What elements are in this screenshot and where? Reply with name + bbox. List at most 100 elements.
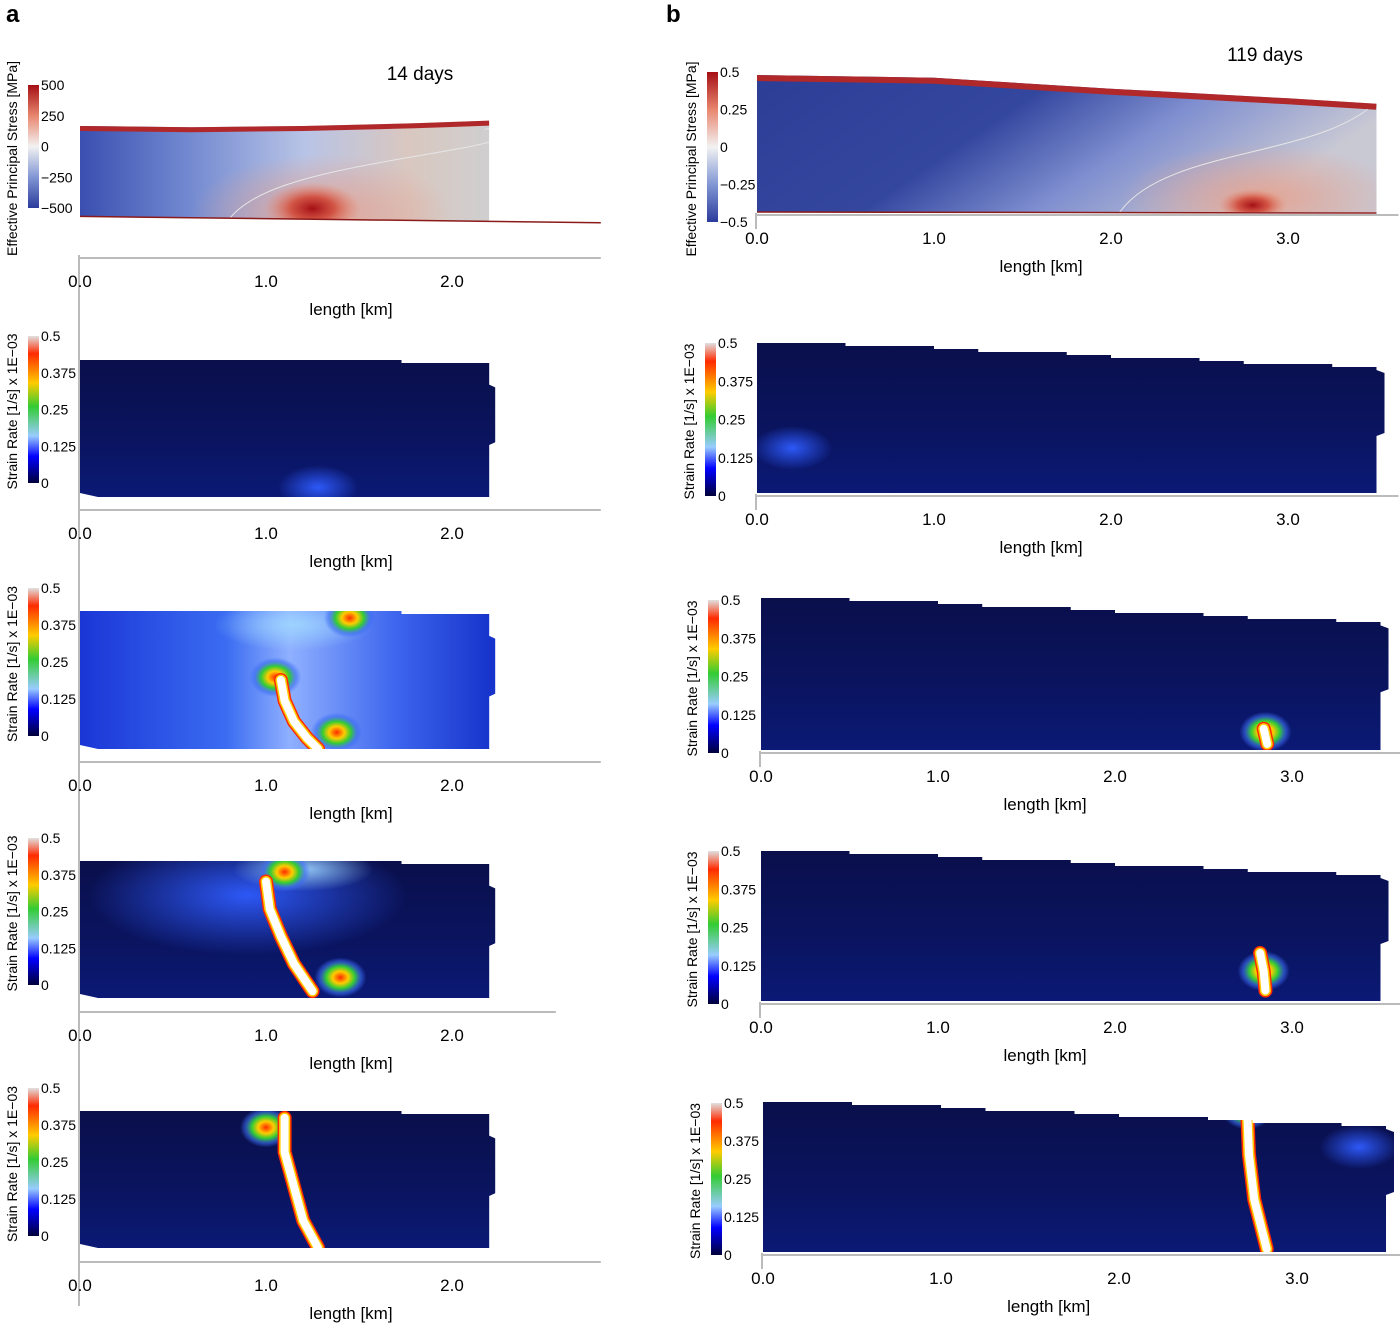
colorbar-tick-label: 0.375 [724, 1133, 759, 1149]
colorbar-tick-label: −0.25 [720, 177, 756, 193]
subplot-b-2 [757, 343, 1385, 493]
colorbar-tick-label: 0.125 [41, 1191, 76, 1207]
x-tick-label: 2.0 [440, 272, 464, 291]
colorbar-tick-label: 0.375 [41, 1117, 76, 1133]
x-axis-label: length [km] [1007, 1297, 1090, 1316]
labels-b-1: 0.5 0.25 0 −0.25 −0.5 Effective Principal Str… [683, 45, 1303, 276]
x-tick-label: 0.0 [745, 510, 769, 529]
x-tick-label: 3.0 [1276, 510, 1300, 529]
fracture [1259, 724, 1272, 748]
colorbar-label: Strain Rate [1/s] x 1E−03 [684, 851, 700, 1007]
x-axis-label: length [km] [309, 300, 392, 319]
labels-a-5: 0.5 0.375 0.25 0.125 0 Strain Rate [1/s] x 1E… [4, 1080, 464, 1323]
colorbar [711, 1103, 722, 1255]
colorbar [28, 838, 39, 985]
fracture [1243, 1105, 1271, 1252]
colorbar-tick-label: 0 [41, 1228, 49, 1244]
stress-hotspot-0 [264, 182, 361, 222]
frame-layer [78, 213, 1400, 1306]
colorbar-tick-label: 0.5 [41, 1080, 61, 1096]
x-tick-label: 1.0 [926, 767, 950, 786]
x-tick-label: 2.0 [440, 1026, 464, 1045]
colorbar-tick-label: 0.25 [724, 1171, 751, 1187]
colorbar-tick-label: 500 [41, 77, 65, 93]
colorbar-tick-label: 0.5 [41, 830, 61, 846]
colorbar-label: Strain Rate [1/s] x 1E−03 [4, 333, 20, 489]
x-axis-label: length [km] [309, 552, 392, 571]
colorbar-tick-label: 0.125 [41, 691, 76, 707]
top-tension-band [80, 120, 490, 133]
colorbar-tick-label: 0.25 [41, 1154, 68, 1170]
stress-hotspot-0 [1218, 189, 1287, 212]
panel-letter-a: a [6, 1, 20, 28]
x-tick-label: 2.0 [1107, 1269, 1131, 1288]
colorbar-label: Strain Rate [1/s] x 1E−03 [4, 835, 20, 991]
label-layer: 500 250 0 −250 −500 Effective Principal Stres… [4, 45, 1309, 1323]
x-axis-label: length [km] [1000, 538, 1083, 557]
labels-b-5: 0.5 0.375 0.25 0.125 0 Strain Rate [1/s] x 1E… [687, 1095, 1309, 1316]
colorbar-tick-label: 0 [721, 745, 729, 761]
colorbar-label: Strain Rate [1/s] x 1E−03 [4, 586, 20, 742]
colorbar-tick-label: 0.5 [41, 328, 61, 344]
colorbar-tick-label: 0.5 [718, 335, 738, 351]
colorbar-tick-label: 0.5 [721, 843, 741, 859]
colorbar-tick-label: 0 [41, 475, 49, 491]
colorbar-tick-label: 250 [41, 108, 65, 124]
stress-contour [1119, 108, 1368, 212]
x-tick-label: 1.0 [922, 229, 946, 248]
fracture [262, 877, 317, 996]
x-tick-label: 0.0 [749, 1018, 773, 1037]
colorbar-tick-label: 0 [41, 977, 49, 993]
bed-line [79, 215, 601, 224]
labels-a-2: 0.5 0.375 0.25 0.125 0 Strain Rate [1/s] x 1E… [4, 328, 464, 571]
colorbar-label: Effective Principal Stress [MPa] [4, 61, 20, 256]
x-tick-label: 0.0 [68, 1276, 92, 1295]
x-tick-label: 3.0 [1276, 229, 1300, 248]
colorbar-label: Strain Rate [1/s] x 1E−03 [687, 1103, 703, 1259]
colorbar-label: Strain Rate [1/s] x 1E−03 [681, 343, 697, 499]
x-tick-label: 3.0 [1285, 1269, 1309, 1288]
colorbar [28, 85, 39, 208]
x-tick-label: 0.0 [68, 272, 92, 291]
fracture [276, 676, 323, 749]
colorbar-tick-label: 0.25 [41, 402, 68, 418]
labels-a-3: 0.5 0.375 0.25 0.125 0 Strain Rate [1/s] x 1E… [4, 580, 464, 823]
subplot-b-1 [756, 75, 1377, 214]
colorbar-tick-label: 0.375 [718, 373, 753, 389]
colorbar-tick-label: 0.25 [41, 654, 68, 670]
x-axis-label: length [km] [309, 1054, 392, 1073]
x-tick-label: 3.0 [1280, 1018, 1304, 1037]
colorbar-tick-label: 0.375 [721, 630, 756, 646]
subplot-a-2 [80, 360, 496, 497]
x-tick-label: 2.0 [1103, 767, 1127, 786]
colorbar-tick-label: 0.5 [724, 1095, 744, 1111]
x-tick-label: 0.0 [751, 1269, 775, 1288]
x-tick-label: 0.0 [749, 767, 773, 786]
x-tick-label: 1.0 [254, 272, 278, 291]
strain-hotspot-0 [278, 465, 359, 497]
labels-a-4: 0.5 0.375 0.25 0.125 0 Strain Rate [1/s] x 1E… [4, 830, 464, 1073]
colorbar [708, 851, 719, 1004]
strain-field [761, 598, 1389, 750]
panel-letter-b: b [666, 1, 681, 28]
colorbar-tick-label: 0.25 [721, 669, 748, 685]
colorbar [28, 1088, 39, 1236]
colorbar-tick-label: 0.25 [720, 102, 747, 118]
colorbar-tick-label: 0 [720, 139, 728, 155]
field-layer [79, 75, 1394, 1252]
colorbar-tick-label: 0.25 [41, 904, 68, 920]
colorbar-tick-label: 0.125 [724, 1209, 759, 1225]
colorbar-tick-label: 0.25 [721, 920, 748, 936]
subplot-a-5 [80, 1111, 496, 1248]
subplot-b-4 [761, 851, 1389, 1001]
x-tick-label: 2.0 [1099, 229, 1123, 248]
colorbar-tick-label: 0 [724, 1247, 732, 1263]
colorbar-label: Effective Principal Stress [MPa] [683, 61, 699, 256]
colorbar-tick-label: 0.125 [718, 450, 753, 466]
colorbar-tick-label: 0 [41, 139, 49, 155]
x-tick-label: 1.0 [929, 1269, 953, 1288]
colorbar [708, 600, 719, 753]
strain-field [757, 343, 1385, 493]
colorbar-tick-label: 0 [718, 488, 726, 504]
labels-a-1: 500 250 0 −250 −500 Effective Principal Stres… [4, 61, 464, 319]
